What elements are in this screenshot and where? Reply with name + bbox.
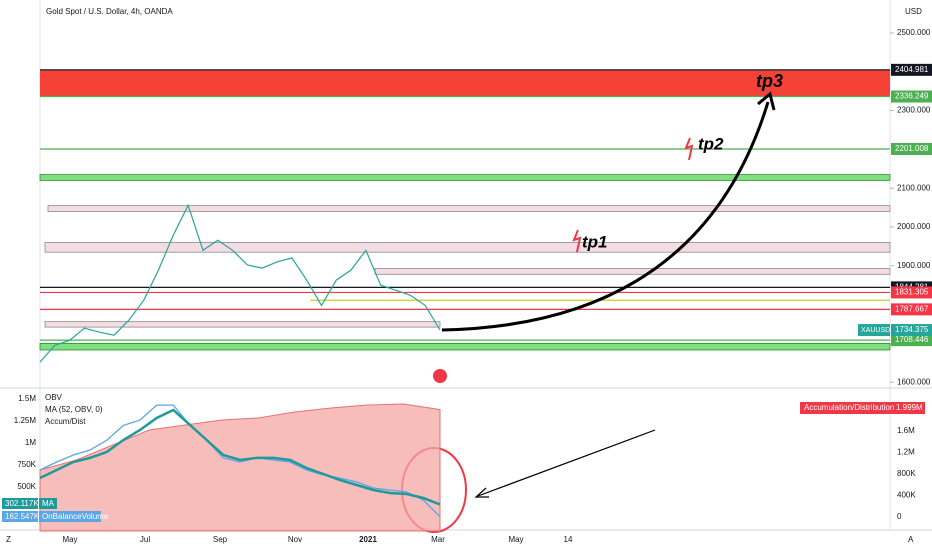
price-zone bbox=[40, 69, 890, 97]
y-tick-label: 1.5M bbox=[18, 394, 36, 403]
price-tag bbox=[891, 334, 932, 347]
price-tag-label: 2201.008 bbox=[895, 144, 929, 153]
price-zone bbox=[47, 205, 891, 212]
price-tag bbox=[891, 90, 932, 103]
y-tick-label: 1M bbox=[25, 438, 36, 447]
indicator-line bbox=[39, 404, 441, 518]
time-label: May bbox=[62, 535, 77, 544]
price-zone bbox=[374, 268, 891, 275]
value-tag bbox=[2, 498, 38, 509]
price-zone bbox=[39, 174, 891, 181]
value-tag-label: 302.117K bbox=[5, 499, 39, 508]
legend-entry: MA (52, OBV, 0) bbox=[45, 405, 103, 414]
last-price-tag bbox=[891, 324, 932, 337]
time-label: Jul bbox=[140, 535, 150, 544]
y2-tick-label: 1.6M bbox=[897, 426, 915, 435]
time-label: 14 bbox=[564, 535, 573, 544]
tp1-marker bbox=[572, 229, 582, 253]
symbol-tag bbox=[858, 324, 890, 337]
y-tick-label: 2500.000 bbox=[897, 28, 931, 37]
price-tag-label: 2336.249 bbox=[895, 92, 929, 101]
time-label: Mar bbox=[431, 535, 445, 544]
y2-tick-label: 1.2M bbox=[897, 448, 915, 457]
target-label: tp2 bbox=[698, 134, 724, 153]
time-label: May bbox=[508, 535, 523, 544]
y2-tick-label: 400K bbox=[897, 491, 916, 500]
event-flag bbox=[433, 369, 447, 383]
y-tick-label: 2000.000 bbox=[897, 222, 931, 231]
value-tag bbox=[2, 511, 38, 522]
chart-title: Gold Spot / U.S. Dollar, 4h, OANDA bbox=[46, 7, 173, 16]
price-tag bbox=[891, 63, 932, 76]
pointer-arrow bbox=[477, 429, 656, 497]
name-tag bbox=[39, 511, 101, 522]
y2-tick-label: 0 bbox=[897, 512, 902, 521]
y-tick-label: 750K bbox=[17, 460, 36, 469]
price-tag bbox=[891, 303, 932, 316]
ad-tag-value: 1.999M bbox=[896, 403, 923, 412]
price-zone bbox=[39, 342, 891, 351]
y-tick-label: 1600.000 bbox=[897, 377, 931, 386]
last-price-label: 1734.375 bbox=[895, 325, 929, 334]
name-tag-label: OnBalanceVolume bbox=[42, 512, 109, 521]
y-tick-label: 500K bbox=[17, 482, 36, 491]
corner-icon: Z bbox=[6, 535, 11, 544]
ad-tag-name: Accumulation/Distribution bbox=[804, 403, 894, 412]
time-label: 2021 bbox=[359, 535, 377, 544]
y2-tick-label: 800K bbox=[897, 469, 916, 478]
y-tick-label: 1900.000 bbox=[897, 261, 931, 270]
name-tag-label: MA bbox=[42, 499, 55, 508]
price-tag bbox=[891, 142, 932, 155]
price-tag-label: 2404.981 bbox=[895, 65, 929, 74]
name-tag bbox=[39, 498, 57, 509]
tp2-marker bbox=[684, 137, 694, 161]
time-label: Sep bbox=[213, 535, 228, 544]
price-line bbox=[39, 203, 441, 363]
projection-arrow bbox=[441, 101, 770, 332]
target-label: tp1 bbox=[582, 232, 608, 251]
arrow-head bbox=[757, 91, 776, 111]
legend-entry: Accum/Dist bbox=[45, 417, 86, 426]
corner-icon: A bbox=[908, 535, 914, 544]
value-tag-label: 162.547K bbox=[5, 512, 40, 521]
y-tick-label: 2100.000 bbox=[897, 183, 931, 192]
y-tick-label: 2300.000 bbox=[897, 106, 931, 115]
price-tag-label: 1708.446 bbox=[895, 335, 929, 344]
time-label: Nov bbox=[288, 535, 302, 544]
target-label: tp3 bbox=[756, 71, 783, 91]
price-tag-label: 1787.667 bbox=[895, 304, 929, 313]
symbol-label: XAUUSD bbox=[861, 327, 890, 334]
price-tag-label: 1831.305 bbox=[895, 288, 929, 297]
price-zone bbox=[44, 242, 891, 253]
legend-entry: OBV bbox=[45, 393, 63, 402]
currency: USD bbox=[905, 7, 922, 16]
price-zone bbox=[44, 321, 441, 328]
price-tag bbox=[891, 286, 932, 299]
indicator-line bbox=[39, 408, 441, 506]
y-tick-label: 1.25M bbox=[14, 416, 37, 425]
pointer-arrow-head bbox=[474, 487, 489, 498]
ad-tag bbox=[800, 402, 925, 414]
accum-dist-area bbox=[39, 403, 441, 532]
